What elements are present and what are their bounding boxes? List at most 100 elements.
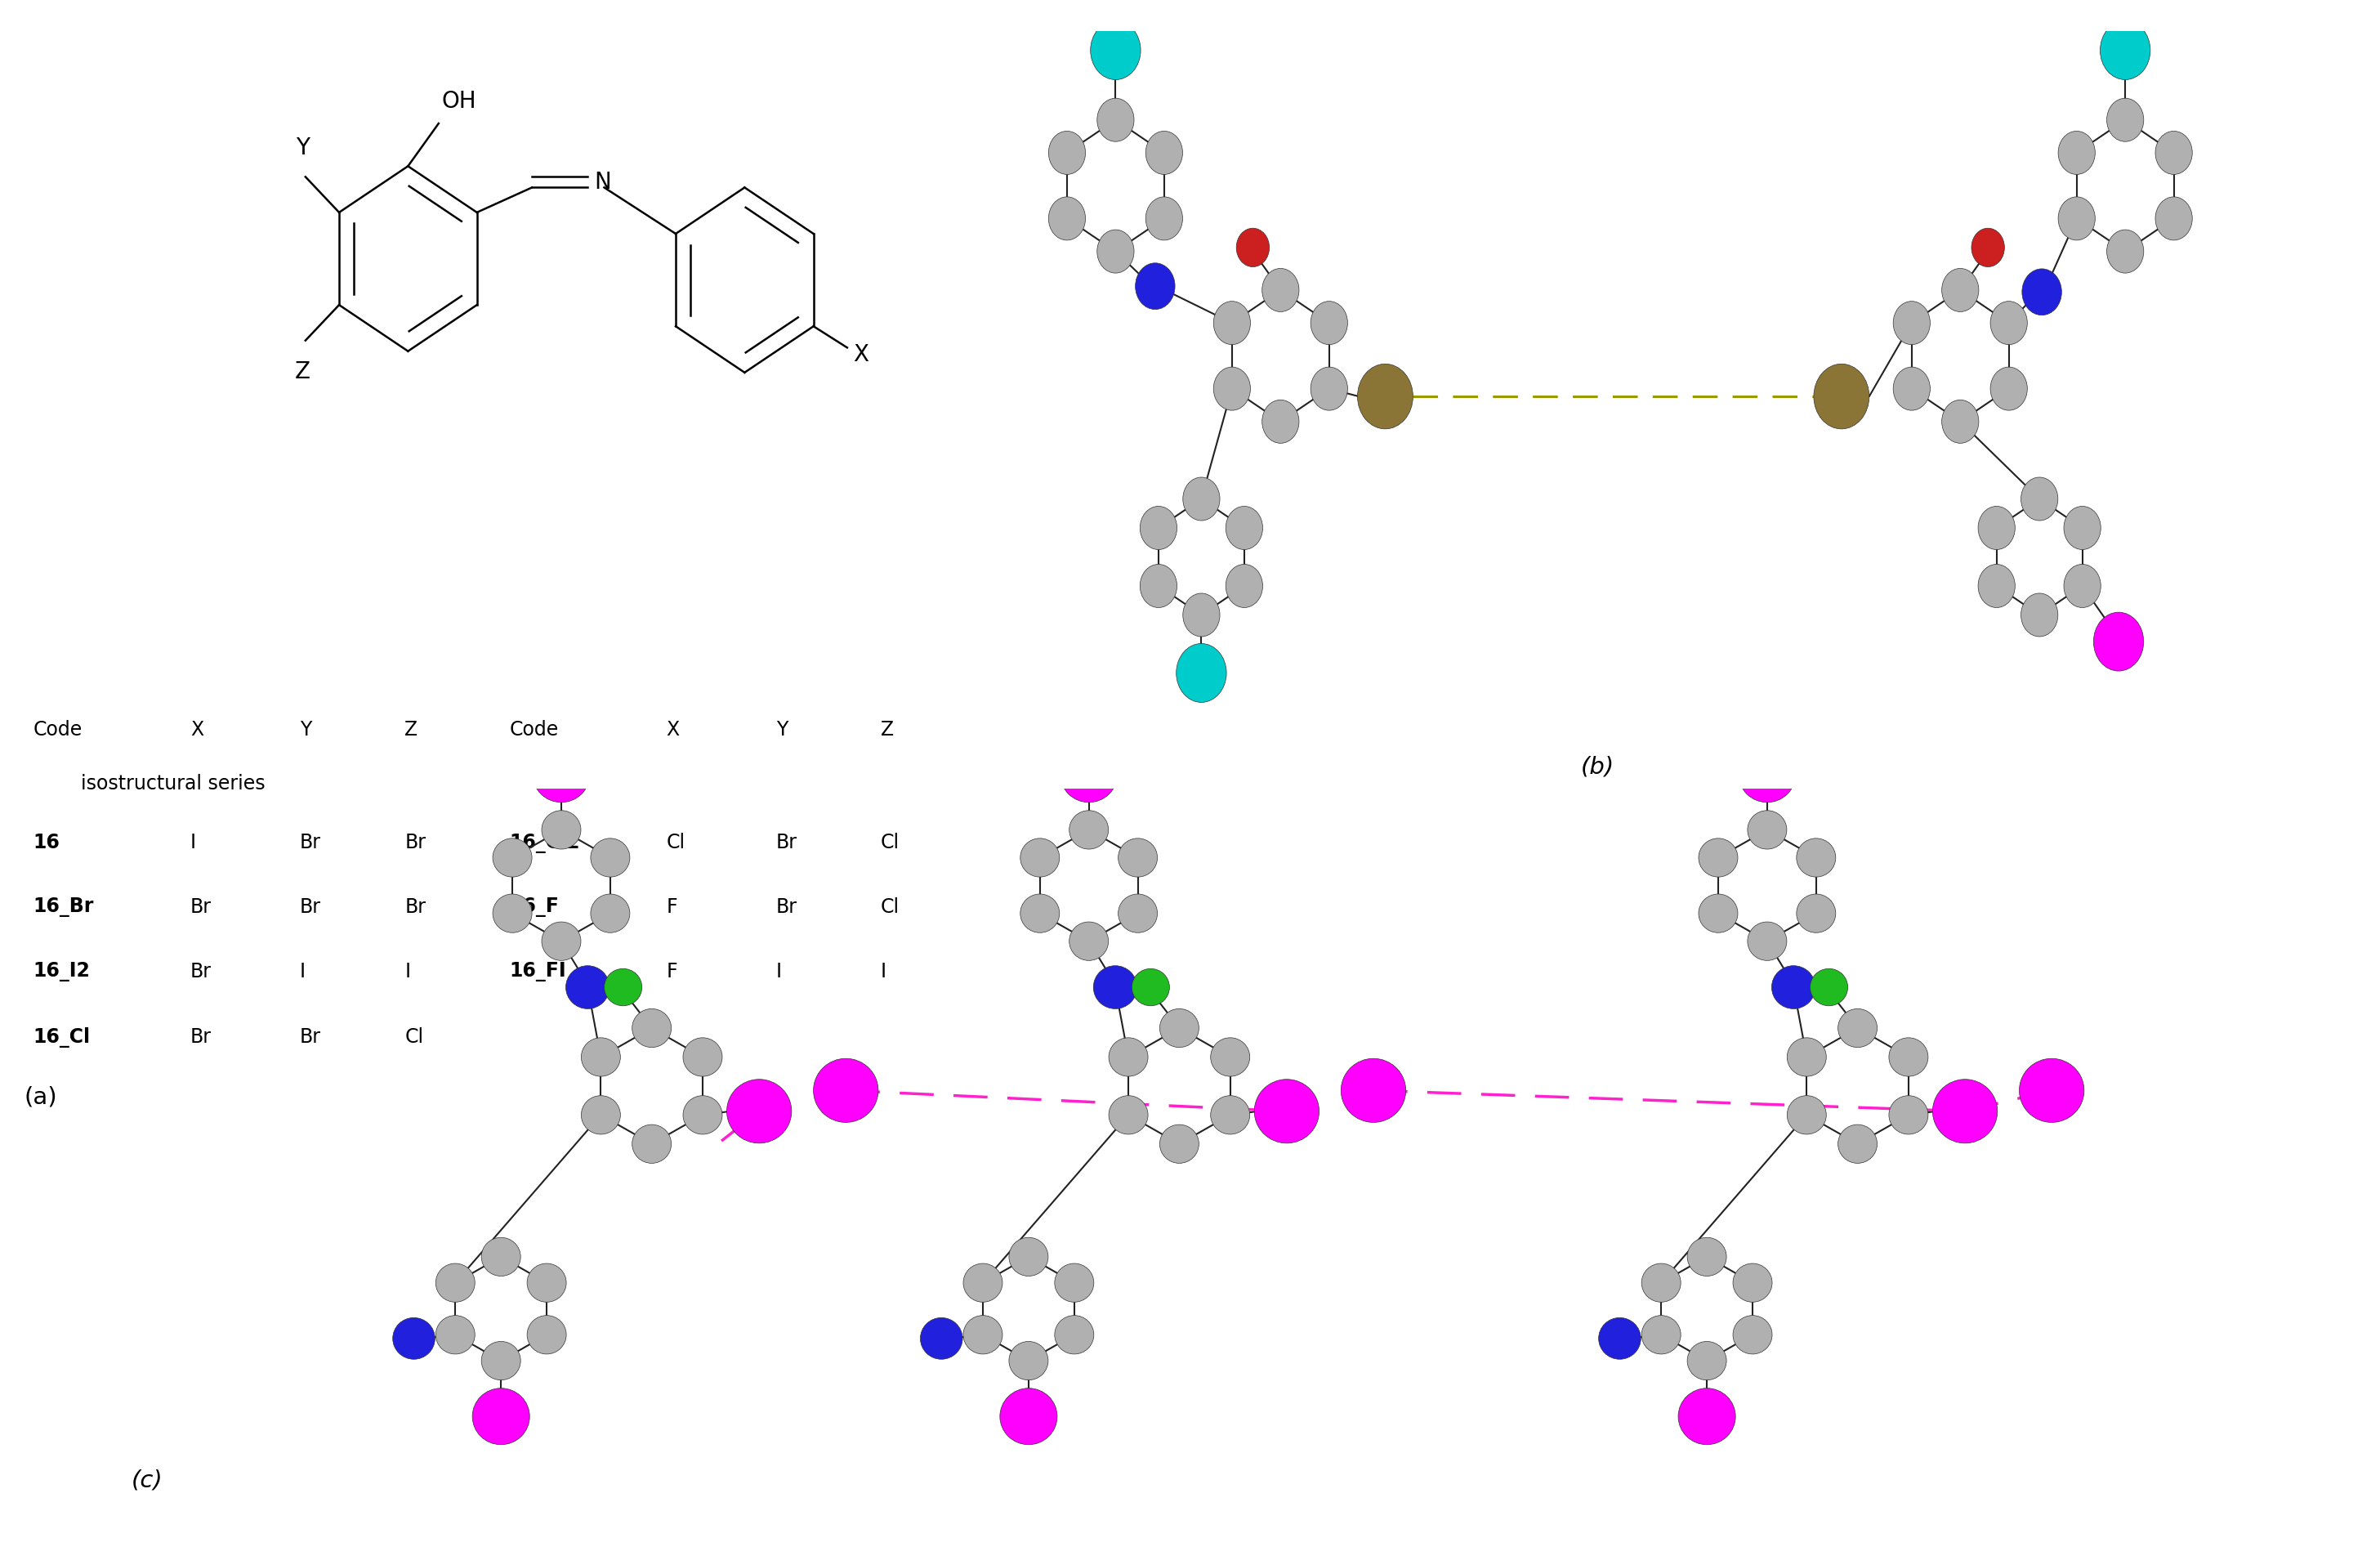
Circle shape [493, 838, 531, 877]
Circle shape [1021, 894, 1059, 933]
Text: 16: 16 [33, 832, 60, 852]
Circle shape [1097, 99, 1133, 141]
Text: (a): (a) [24, 1086, 57, 1108]
Text: Cl: Cl [666, 832, 685, 852]
Circle shape [1054, 1315, 1095, 1354]
Circle shape [1214, 367, 1250, 410]
Circle shape [1214, 302, 1250, 345]
Circle shape [633, 1009, 671, 1047]
Circle shape [526, 1315, 566, 1354]
Circle shape [1109, 1038, 1147, 1077]
Circle shape [1211, 1038, 1250, 1077]
Circle shape [1183, 593, 1221, 637]
Circle shape [1733, 1315, 1773, 1354]
Circle shape [605, 968, 643, 1006]
Circle shape [493, 894, 531, 933]
Circle shape [1357, 364, 1414, 429]
Circle shape [1140, 506, 1178, 549]
Circle shape [1771, 965, 1816, 1009]
Text: OH: OH [443, 90, 476, 113]
Text: 16_Cl2: 16_Cl2 [509, 832, 581, 854]
Circle shape [1226, 506, 1264, 549]
Circle shape [921, 1318, 962, 1360]
Text: Code: Code [33, 719, 83, 739]
Circle shape [1235, 229, 1269, 266]
Circle shape [1159, 1125, 1200, 1163]
Circle shape [533, 746, 590, 803]
Circle shape [1837, 1009, 1878, 1047]
Text: Br: Br [190, 897, 212, 917]
Circle shape [2106, 99, 2144, 141]
Circle shape [1933, 1080, 1997, 1143]
Circle shape [1311, 302, 1347, 345]
Text: Br: Br [776, 832, 797, 852]
Circle shape [1642, 1264, 1680, 1303]
Text: Br: Br [190, 962, 212, 982]
Circle shape [1119, 894, 1157, 933]
Circle shape [964, 1264, 1002, 1303]
Circle shape [1254, 1080, 1319, 1143]
Circle shape [1990, 302, 2028, 345]
Text: N: N [595, 172, 612, 193]
Text: I: I [776, 962, 781, 982]
Circle shape [1021, 838, 1059, 877]
Text: Z: Z [881, 719, 895, 739]
Circle shape [683, 1038, 721, 1077]
Text: isostructural series: isostructural series [81, 774, 264, 794]
Text: Y: Y [295, 136, 309, 159]
Text: I: I [405, 962, 409, 982]
Circle shape [543, 922, 581, 961]
Circle shape [1009, 1341, 1047, 1380]
Circle shape [1814, 364, 1868, 429]
Circle shape [1890, 1038, 1928, 1077]
Text: Cl: Cl [881, 897, 900, 917]
Circle shape [1145, 131, 1183, 175]
Text: Z: Z [405, 719, 419, 739]
Circle shape [566, 965, 609, 1009]
Circle shape [1159, 1009, 1200, 1047]
Circle shape [1135, 263, 1176, 309]
Circle shape [1009, 1238, 1047, 1276]
Circle shape [1678, 1388, 1735, 1445]
Circle shape [2018, 1058, 2085, 1123]
Circle shape [1892, 367, 1930, 410]
Text: Br: Br [190, 1027, 212, 1047]
Circle shape [2156, 196, 2192, 240]
Text: 16_FI: 16_FI [509, 962, 566, 982]
Text: Z: Z [295, 360, 309, 384]
Text: (b): (b) [1580, 755, 1614, 778]
Text: Br: Br [300, 1027, 321, 1047]
Circle shape [1811, 968, 1847, 1006]
Text: X: X [666, 719, 681, 739]
Circle shape [1599, 1318, 1640, 1360]
Circle shape [1699, 894, 1737, 933]
Circle shape [1050, 131, 1085, 175]
Circle shape [964, 1315, 1002, 1354]
Text: I: I [190, 832, 195, 852]
Circle shape [1069, 811, 1109, 849]
Circle shape [1059, 746, 1119, 803]
Circle shape [1892, 302, 1930, 345]
Text: X: X [190, 719, 205, 739]
Circle shape [1054, 1264, 1095, 1303]
Circle shape [1092, 965, 1138, 1009]
Circle shape [2021, 476, 2059, 520]
Circle shape [2094, 613, 2144, 671]
Circle shape [814, 1058, 878, 1123]
Circle shape [1837, 1125, 1878, 1163]
Text: Cl: Cl [405, 1027, 424, 1047]
Circle shape [581, 1038, 621, 1077]
Circle shape [1119, 838, 1157, 877]
Circle shape [1797, 838, 1835, 877]
Circle shape [1642, 1315, 1680, 1354]
Circle shape [590, 894, 631, 933]
Circle shape [2063, 565, 2102, 608]
Circle shape [590, 838, 631, 877]
Circle shape [1733, 1264, 1773, 1303]
Circle shape [581, 1095, 621, 1134]
Circle shape [1211, 1095, 1250, 1134]
Circle shape [1990, 367, 2028, 410]
Circle shape [1747, 811, 1787, 849]
Circle shape [1971, 229, 2004, 266]
Circle shape [1133, 968, 1169, 1006]
